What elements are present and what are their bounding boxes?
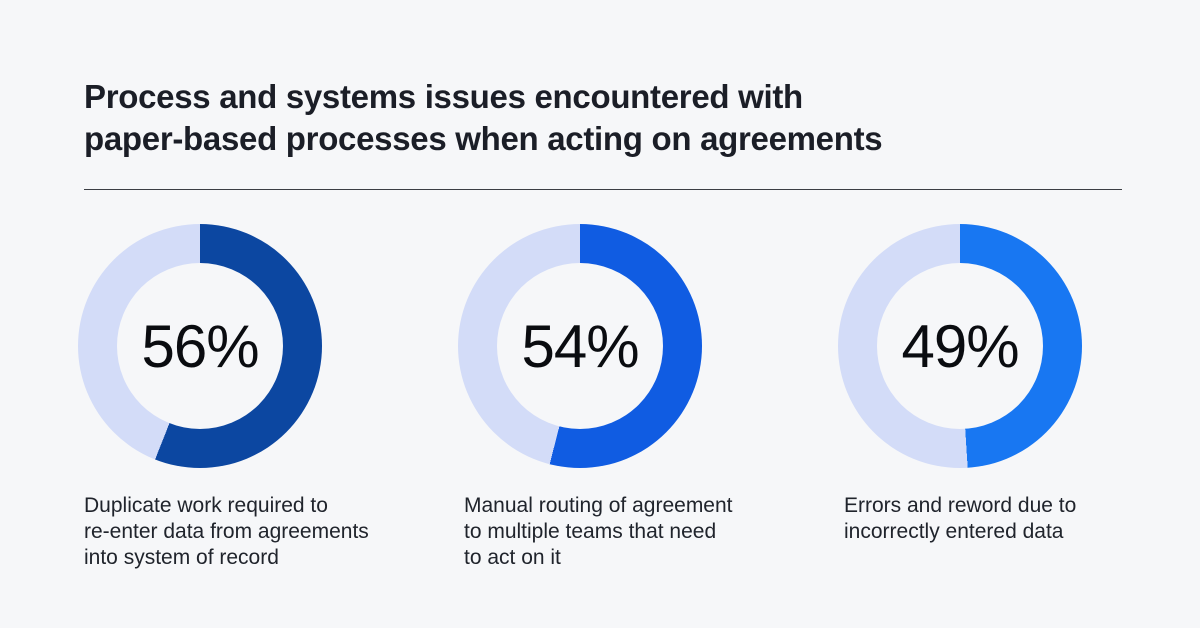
caption-line: Duplicate work required to	[84, 494, 328, 517]
caption-line: to multiple teams that need	[464, 520, 717, 543]
donut-chart-errors-rework: 49% Errors and reword due to incorrectly…	[838, 224, 1200, 571]
donut-chart-manual-routing: 54% Manual routing of agreement to multi…	[458, 224, 844, 571]
caption-line: into system of record	[84, 546, 279, 569]
donut-caption: Duplicate work required to re-enter data…	[84, 493, 464, 571]
donut-charts-row: 56% Duplicate work required to re-enter …	[78, 224, 1122, 571]
caption-line: Errors and reword due to	[844, 494, 1077, 517]
page-title-line-2: paper-based processes when acting on agr…	[84, 120, 883, 157]
donut-ring: 54%	[458, 224, 702, 468]
caption-line: incorrectly entered data	[844, 520, 1064, 543]
donut-value-label: 54%	[521, 312, 639, 380]
donut-hole: 56%	[117, 263, 283, 429]
caption-line: re-enter data from agreements	[84, 520, 369, 543]
donut-ring: 49%	[838, 224, 1082, 468]
donut-hole: 54%	[497, 263, 663, 429]
donut-caption: Manual routing of agreement to multiple …	[464, 493, 844, 571]
donut-value-label: 49%	[901, 312, 1019, 380]
donut-hole: 49%	[877, 263, 1043, 429]
donut-chart-duplicate-work: 56% Duplicate work required to re-enter …	[78, 224, 464, 571]
donut-ring: 56%	[78, 224, 322, 468]
caption-line: to act on it	[464, 546, 561, 569]
donut-caption: Errors and reword due to incorrectly ent…	[844, 493, 1200, 545]
title-divider	[84, 189, 1122, 190]
page-title-line-1: Process and systems issues encountered w…	[84, 78, 803, 115]
donut-value-label: 56%	[141, 312, 259, 380]
caption-line: Manual routing of agreement	[464, 494, 733, 517]
content-area: Process and systems issues encountered w…	[78, 76, 1122, 571]
page-title: Process and systems issues encountered w…	[84, 76, 1122, 160]
